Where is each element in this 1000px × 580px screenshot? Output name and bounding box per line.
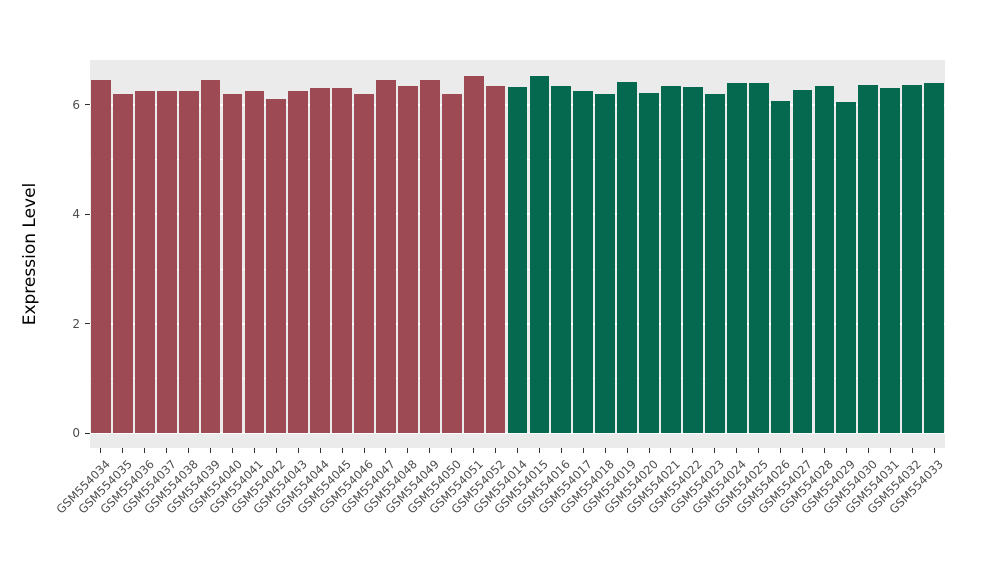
bar	[836, 102, 857, 434]
bar	[441, 93, 462, 434]
x-tick-mark	[122, 448, 124, 453]
x-tick-mark	[495, 448, 497, 453]
y-tick-mark	[85, 104, 90, 106]
y-tick-mark	[85, 323, 90, 325]
x-tick-mark	[319, 448, 321, 453]
bar	[398, 85, 418, 434]
x-tick-mark	[232, 448, 233, 453]
x-tick-mark	[363, 448, 365, 453]
x-tick-mark	[166, 448, 168, 453]
gridline-major	[90, 432, 945, 435]
y-axis-tick-labels: 0 2 4 6	[0, 60, 80, 448]
bar	[244, 91, 265, 434]
x-tick-mark	[385, 448, 387, 453]
bar	[91, 80, 111, 434]
bar	[639, 92, 659, 434]
x-tick-mark	[538, 448, 540, 453]
x-tick-mark	[407, 448, 409, 453]
bar	[419, 80, 440, 434]
x-tick-mark	[429, 448, 431, 453]
bar	[704, 93, 725, 434]
x-tick-mark	[210, 448, 212, 453]
x-tick-mark	[714, 448, 716, 453]
y-tick-mark	[85, 432, 90, 434]
x-tick-mark	[582, 448, 584, 453]
bar	[748, 83, 769, 434]
bar	[814, 85, 835, 434]
x-tick-mark	[911, 448, 913, 453]
bar	[770, 100, 791, 434]
x-tick-mark	[517, 448, 518, 453]
bar	[902, 84, 922, 434]
bar	[288, 91, 309, 434]
bar	[113, 93, 133, 434]
bar	[551, 85, 572, 434]
x-tick-mark	[780, 448, 782, 453]
bar	[792, 90, 813, 434]
y-tick-label: 2	[72, 316, 80, 331]
x-tick-mark	[802, 448, 803, 453]
bar	[529, 76, 550, 434]
bar	[858, 84, 879, 434]
x-tick-mark	[253, 448, 255, 453]
x-tick-mark	[736, 448, 738, 453]
x-tick-mark	[626, 448, 628, 453]
y-tick-mark	[85, 213, 90, 215]
bar	[726, 83, 747, 434]
x-axis-tick-labels: GSM554034 GSM554035 GSM554036 GSM554037 GSM5…	[53, 448, 970, 578]
bar	[463, 76, 484, 434]
y-tick-label: 4	[72, 207, 80, 222]
bar	[200, 80, 221, 434]
x-tick-mark	[648, 448, 650, 453]
x-tick-mark	[845, 448, 847, 453]
bar	[924, 83, 944, 434]
x-tick-mark	[933, 448, 935, 453]
plot-panel	[90, 60, 945, 448]
bar	[376, 80, 396, 434]
bar	[134, 91, 155, 434]
bar	[156, 91, 177, 434]
bar	[880, 88, 901, 434]
bar	[354, 93, 374, 434]
bar	[507, 87, 528, 434]
y-axis-tick-marks	[85, 60, 90, 448]
x-tick-mark	[100, 448, 102, 453]
x-tick-mark	[604, 448, 606, 453]
x-tick-mark	[670, 448, 672, 453]
x-tick-mark	[341, 448, 343, 453]
bar	[617, 81, 637, 434]
x-tick-mark	[275, 448, 277, 453]
bar	[485, 85, 506, 434]
x-tick-mark	[144, 448, 146, 453]
bar	[332, 88, 352, 434]
bar	[683, 87, 703, 434]
x-tick-mark	[560, 448, 562, 453]
x-tick-mark	[692, 448, 694, 453]
bar	[178, 91, 199, 434]
x-tick-mark	[867, 448, 869, 453]
y-tick-label: 0	[72, 426, 80, 441]
x-tick-mark	[823, 448, 825, 453]
bar	[222, 93, 243, 434]
x-tick-mark	[758, 448, 760, 453]
bar	[266, 99, 287, 434]
bar	[595, 93, 616, 434]
x-tick-mark	[297, 448, 299, 453]
x-tick-mark	[451, 448, 453, 453]
bar	[573, 91, 594, 434]
bar	[310, 88, 331, 434]
x-axis-tick-marks	[90, 448, 945, 454]
bar	[661, 85, 681, 434]
y-tick-label: 6	[72, 97, 80, 112]
x-tick-mark	[889, 448, 891, 453]
x-tick-mark	[188, 448, 190, 453]
x-tick-mark	[473, 448, 475, 453]
